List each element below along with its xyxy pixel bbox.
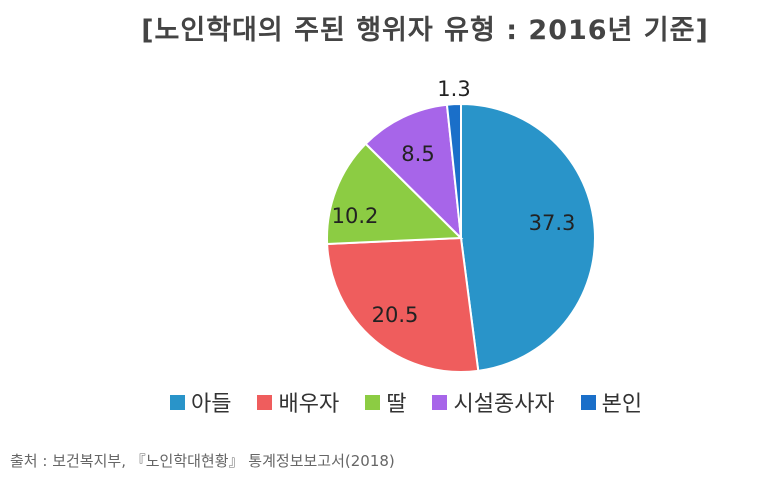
legend-label: 본인: [601, 392, 643, 417]
legend-item-2: 배우자: [257, 386, 339, 418]
legend: 아들 배우자 딸 시설종사자 본인: [170, 386, 770, 418]
legend-label: 배우자: [278, 392, 340, 417]
pie-chart: 37.3 20.5 10.2 8.5 1.3: [326, 77, 596, 373]
legend-swatch: [432, 394, 448, 410]
source-note: 출처 : 보건복지부, 『노인학대현황』 통계정보보고서(2018): [10, 452, 395, 470]
pie-labels: 37.3 20.5 10.2 8.5 1.3: [332, 77, 576, 327]
data-label-3: 10.2: [332, 204, 379, 228]
pie-slice-1: [460, 102, 596, 373]
legend-swatch: [257, 394, 273, 410]
pie-slice-3: [326, 142, 464, 245]
legend-swatch: [170, 394, 185, 410]
pie-slice-5: [445, 102, 462, 239]
legend-label: 딸: [386, 392, 407, 417]
data-label-1: 37.3: [529, 211, 576, 235]
legend-item-5: 본인: [580, 386, 643, 418]
legend-item-4: 시설종사자: [432, 386, 555, 418]
pie-slice-2: [326, 236, 480, 373]
data-label-4: 8.5: [401, 142, 434, 166]
legend-label: 아들: [191, 392, 232, 417]
legend-swatch: [580, 394, 596, 410]
data-label-2: 20.5: [372, 303, 419, 327]
legend-label: 시설종사자: [453, 392, 555, 417]
pie-slice-4: [364, 103, 463, 241]
data-label-5: 1.3: [437, 77, 470, 101]
legend-item-3: 딸: [365, 386, 406, 418]
legend-item-1: 아들: [170, 386, 231, 418]
pie-slices: [326, 102, 596, 373]
legend-swatch: [365, 394, 381, 410]
chart-title: [노인학대의 주된 행위자 유형 : 2016년 기준]: [141, 15, 709, 46]
